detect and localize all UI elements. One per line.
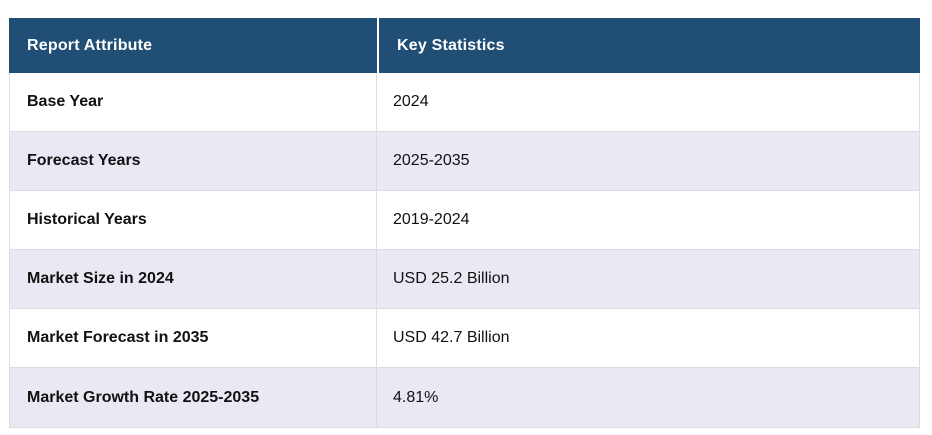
- column-header-key-statistics: Key Statistics: [377, 18, 920, 73]
- attribute-cell: Market Growth Rate 2025-2035: [10, 368, 377, 427]
- table-row: Historical Years 2019-2024: [10, 191, 919, 250]
- table-row: Market Growth Rate 2025-2035 4.81%: [10, 368, 919, 427]
- attribute-cell: Forecast Years: [10, 132, 377, 190]
- value-cell: USD 25.2 Billion: [393, 270, 510, 287]
- attribute-cell: Market Forecast in 2035: [10, 309, 377, 367]
- table-row: Market Forecast in 2035 USD 42.7 Billion: [10, 309, 919, 368]
- table-header-row: Report Attribute Key Statistics: [9, 18, 920, 73]
- attribute-cell: Base Year: [10, 73, 377, 131]
- value-cell: 2019-2024: [393, 211, 470, 228]
- column-header-report-attribute: Report Attribute: [27, 36, 153, 54]
- table-row: Base Year 2024: [10, 73, 919, 132]
- table-body: Base Year 2024 Forecast Years 2025-2035 …: [9, 73, 920, 428]
- report-attributes-table: Report Attribute Key Statistics Base Yea…: [9, 18, 920, 428]
- value-cell: USD 42.7 Billion: [393, 329, 510, 346]
- table-row: Forecast Years 2025-2035: [10, 132, 919, 191]
- attribute-cell: Historical Years: [10, 191, 377, 249]
- attribute-cell: Market Size in 2024: [10, 250, 377, 308]
- value-cell: 2025-2035: [393, 152, 470, 169]
- value-cell: 2024: [393, 93, 429, 110]
- table-row: Market Size in 2024 USD 25.2 Billion: [10, 250, 919, 309]
- value-cell: 4.81%: [393, 388, 439, 406]
